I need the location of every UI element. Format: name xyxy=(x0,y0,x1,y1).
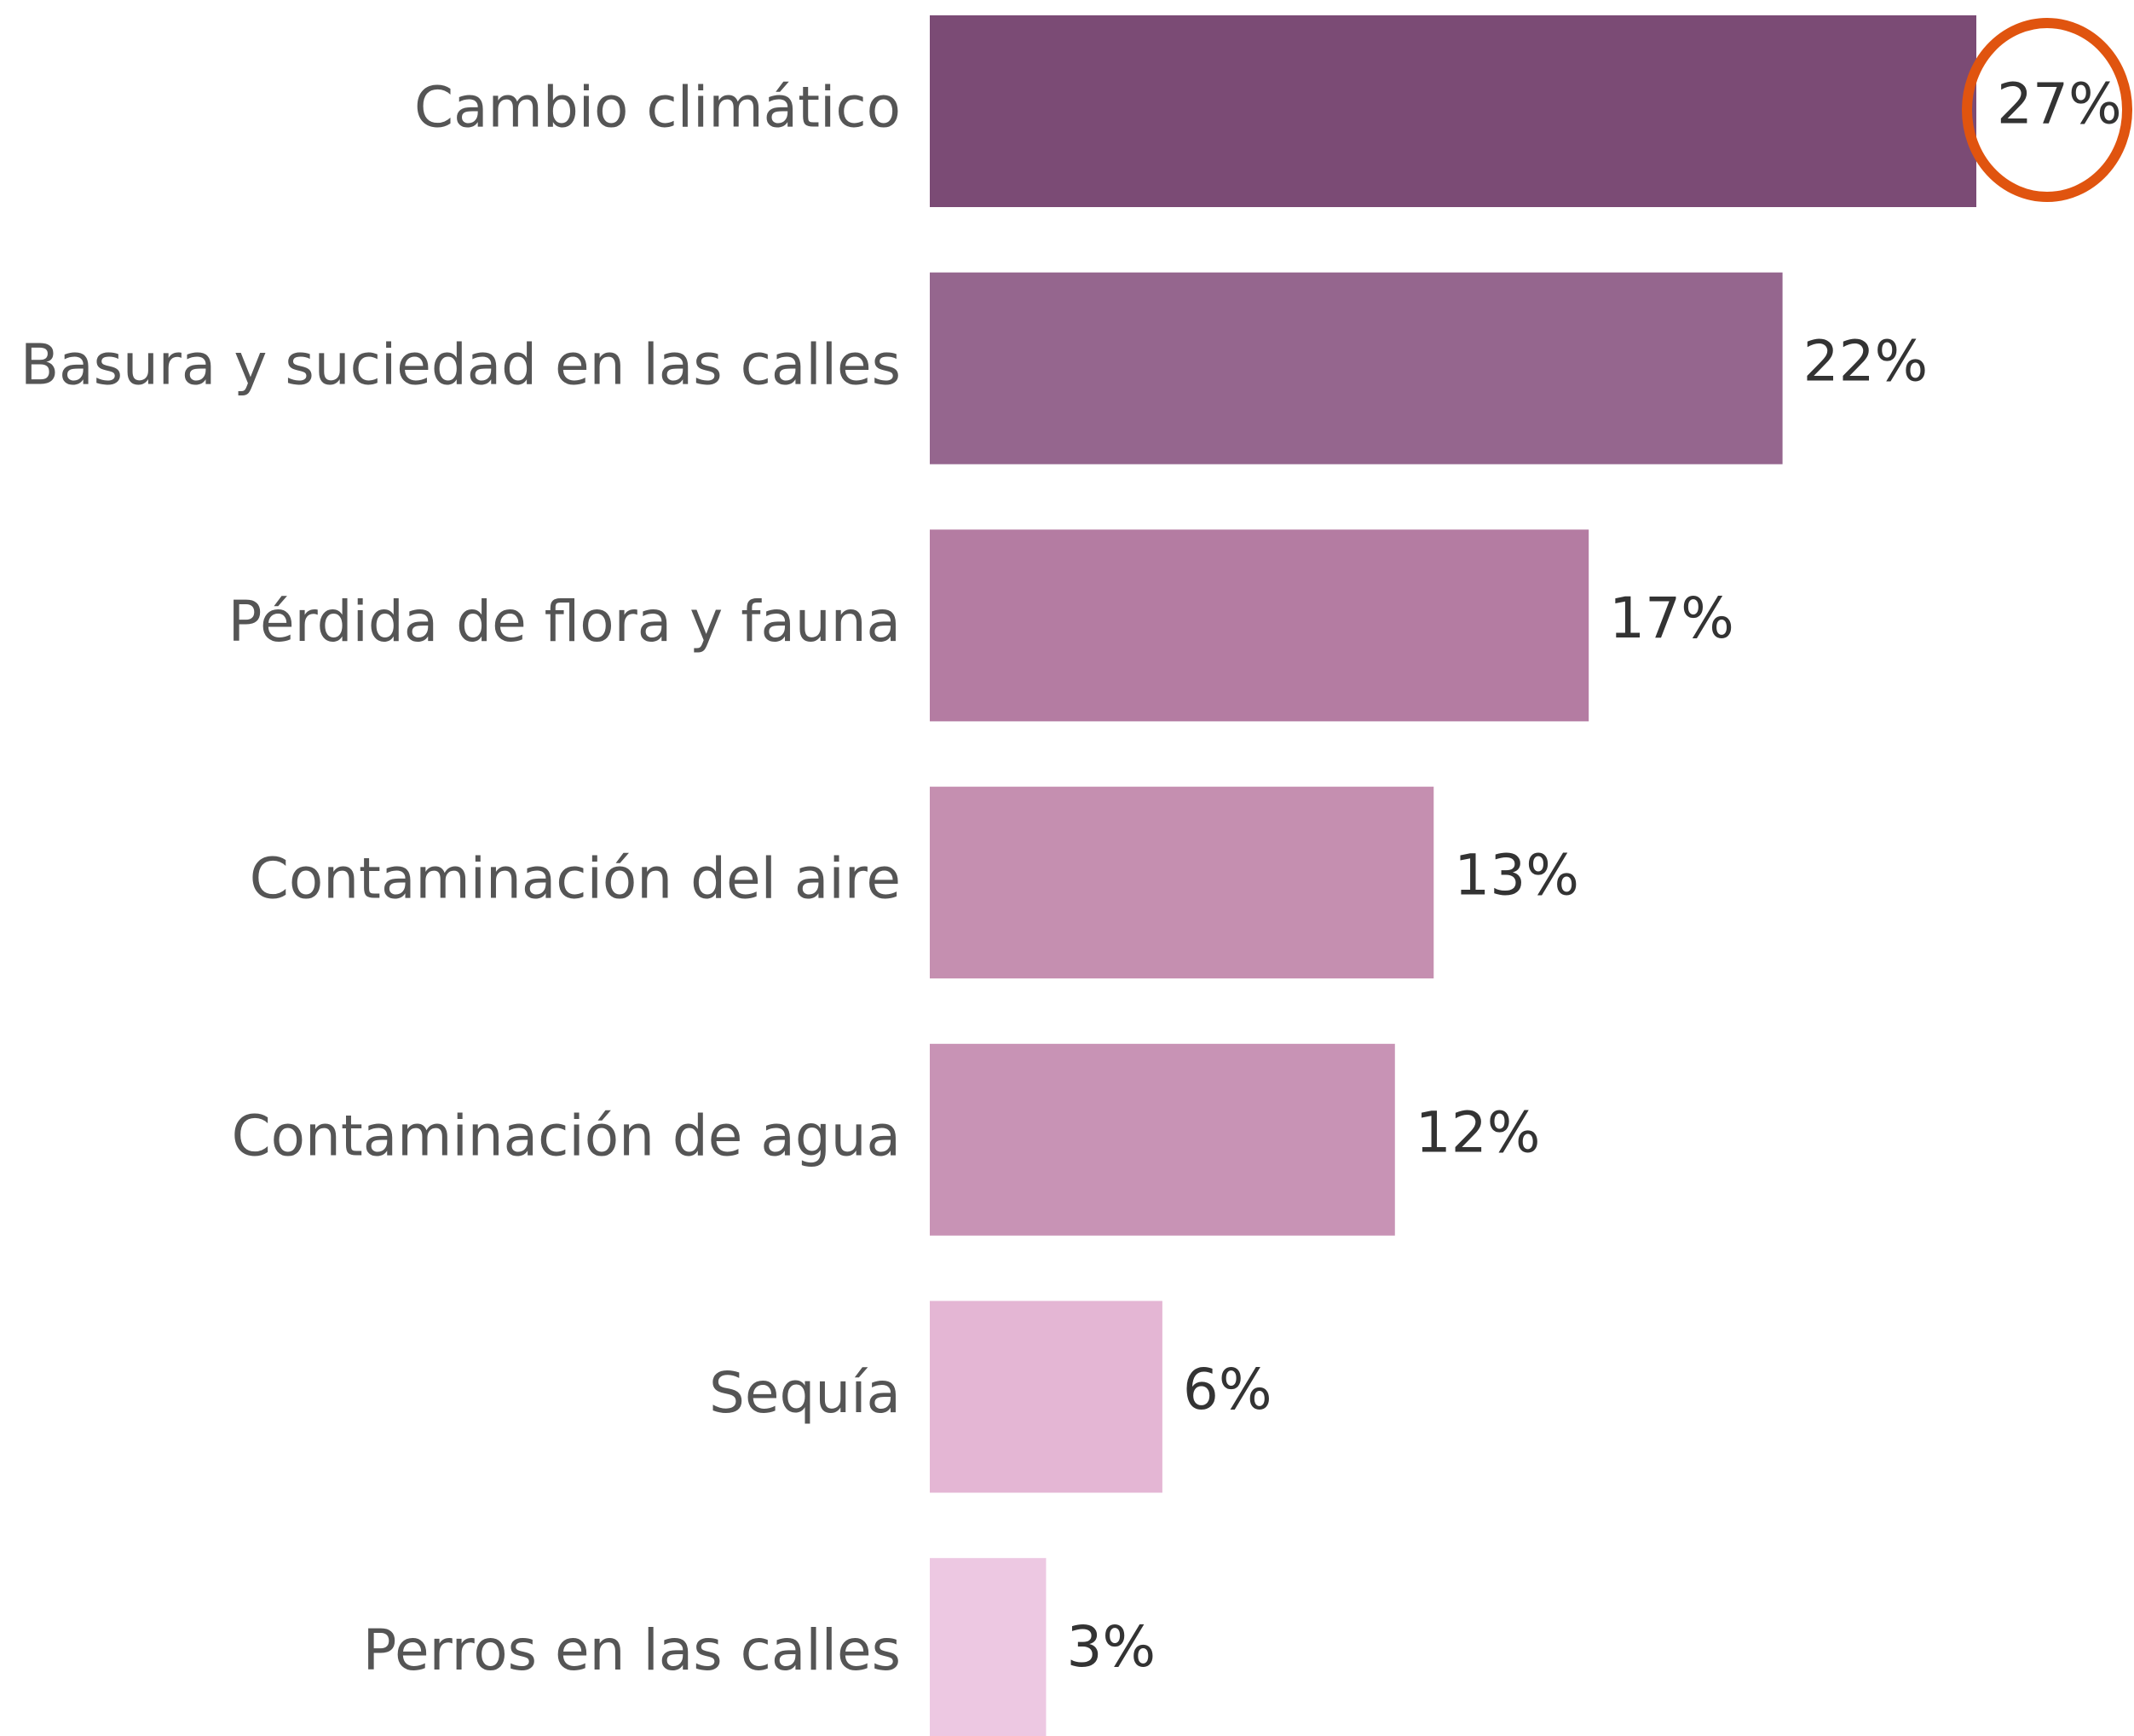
category-label: Sequía xyxy=(709,1360,901,1426)
highlight-circle xyxy=(1962,18,2132,202)
value-label: 17% xyxy=(1609,585,1734,651)
bar xyxy=(930,1558,1047,1736)
value-label: 6% xyxy=(1183,1357,1272,1422)
category-label: Perros en las calles xyxy=(363,1618,901,1683)
value-label: 12% xyxy=(1416,1099,1541,1165)
category-label: Cambio climático xyxy=(414,75,901,141)
category-label: Contaminación del aire xyxy=(250,846,901,912)
value-label: 3% xyxy=(1066,1614,1156,1680)
category-label: Pérdida de flora y fauna xyxy=(228,589,901,655)
category-label: Basura y suciedad en las calles xyxy=(20,332,901,397)
bar xyxy=(930,787,1434,979)
value-label: 22% xyxy=(1803,328,1929,394)
bar xyxy=(930,272,1783,464)
category-label: Contaminación de agua xyxy=(232,1103,901,1168)
bar xyxy=(930,1301,1162,1493)
value-label: 13% xyxy=(1454,843,1579,908)
value-label: 27% xyxy=(1997,72,2122,137)
bar xyxy=(930,529,1589,722)
bar xyxy=(930,15,1976,207)
bar xyxy=(930,1043,1395,1236)
